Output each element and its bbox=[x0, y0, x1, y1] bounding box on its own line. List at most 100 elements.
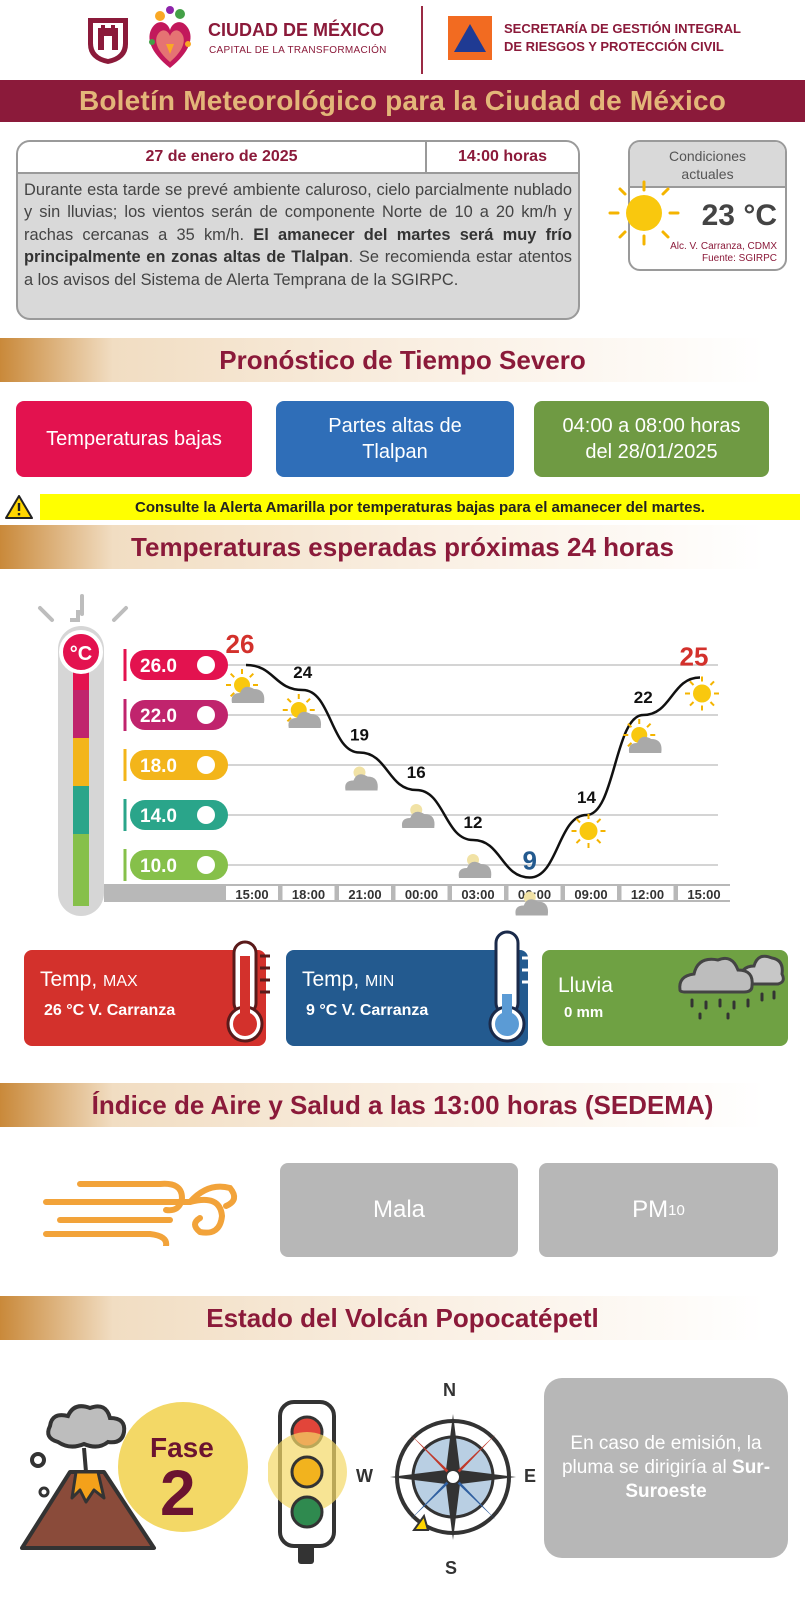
temps24-title: Temperaturas esperadas próximas 24 horas bbox=[131, 531, 674, 562]
x-tick-label: 03:00 bbox=[461, 887, 494, 902]
air-quality-header: Índice de Aire y Salud a las 13:00 horas… bbox=[0, 1083, 805, 1127]
sgirpc-logo-icon bbox=[448, 16, 492, 60]
temperature-chart: °C 26.0 22.0 18.0 14.0 10.0 15:00 18:00 21:00 00:… bbox=[38, 594, 730, 916]
compass-w-label: W bbox=[356, 1466, 373, 1486]
temps24-header: Temperaturas esperadas próximas 24 horas bbox=[0, 525, 805, 569]
point-label: 14 bbox=[577, 788, 596, 807]
thermo-ray bbox=[70, 610, 80, 622]
x-tick-box bbox=[226, 886, 278, 900]
plume-direction-box: En caso de emisión, la pluma se dirigirí… bbox=[544, 1378, 788, 1558]
current-conditions-title: Condiciones actuales bbox=[630, 142, 785, 188]
thermometer-segment bbox=[73, 690, 89, 738]
cdmx-heart-logo-icon bbox=[149, 6, 191, 69]
current-source: Fuente: SGIRPC bbox=[701, 253, 777, 264]
max-temp-label-text: Temp, bbox=[40, 968, 98, 991]
temperature-line bbox=[245, 663, 701, 879]
tick-pill-dot bbox=[197, 656, 215, 674]
cloud-icon bbox=[345, 774, 378, 791]
sun-icon bbox=[571, 814, 606, 848]
pollutant-name: PM bbox=[632, 1196, 669, 1223]
current-conditions-title-line1: Condiciones bbox=[668, 148, 747, 164]
bulletin-text-bold: El amanecer del martes será muy frío pri… bbox=[24, 225, 572, 267]
cloud-icon bbox=[458, 861, 492, 878]
plume-text: En caso de emisión, la pluma se dirigirí… bbox=[558, 1432, 774, 1504]
plume-direction: Sur-Suroeste bbox=[625, 1457, 771, 1502]
pill-phenomenon-label: Temperaturas bajas bbox=[46, 428, 222, 450]
bulletin-box: 27 de enero de 2025 14:00 horas Durante … bbox=[16, 140, 580, 320]
x-tick-label: 12:00 bbox=[631, 887, 664, 902]
max-temp-value: 26 °C V. Carranza bbox=[44, 1002, 176, 1019]
phase-number: 2 bbox=[160, 1457, 196, 1529]
pill-zone-line1: Partes altas de bbox=[328, 415, 462, 437]
sun-icon bbox=[685, 676, 719, 711]
header-divider bbox=[421, 6, 423, 74]
plume-text-main: En caso de emisión, la pluma se dirigirí… bbox=[561, 1433, 762, 1478]
x-tick-label: 09:00 bbox=[574, 887, 607, 902]
pill-timeframe-line2: del 28/01/2025 bbox=[585, 441, 718, 463]
rain-value: 0 mm bbox=[564, 1004, 604, 1021]
wind-icon bbox=[43, 1180, 238, 1246]
min-temp-label-text: Temp, bbox=[302, 968, 360, 991]
sun-icon bbox=[608, 180, 680, 246]
x-tick-box bbox=[282, 886, 335, 900]
point-label: 12 bbox=[464, 813, 483, 832]
bulletin-text-part1: Durante esta tarde se prevé ambiente cal… bbox=[24, 181, 572, 244]
point-label: 25 bbox=[680, 642, 709, 672]
min-temp-box: Temp, MIN 9 °C V. Carranza bbox=[286, 930, 532, 1046]
rain-cloud-icon bbox=[678, 954, 785, 1020]
current-temperature: 23 °C bbox=[701, 199, 777, 232]
compass-n-label: N bbox=[443, 1380, 456, 1400]
max-temp-suffix: MAX bbox=[103, 973, 138, 990]
x-tick-box bbox=[621, 886, 674, 900]
bulletin-text: Durante esta tarde se prevé ambiente cal… bbox=[18, 174, 578, 291]
x-tick-label: 15:00 bbox=[235, 887, 268, 902]
cloud-icon bbox=[231, 686, 265, 703]
volcano-icon bbox=[20, 1404, 156, 1550]
min-temp-label: Temp, MIN bbox=[302, 968, 394, 992]
compass-icon bbox=[390, 1414, 516, 1540]
tick-label: 26.0 bbox=[140, 656, 177, 677]
cloud-icon bbox=[401, 811, 435, 828]
city-title: CIUDAD DE MÉXICO bbox=[208, 20, 385, 40]
main-banner-title: Boletín Meteorológico para la Ciudad de … bbox=[78, 85, 727, 116]
current-location: Alc. V. Carranza, CDMX Fuente: SGIRPC bbox=[670, 241, 777, 265]
current-location-name: Alc. V. Carranza, CDMX bbox=[670, 241, 777, 252]
secretaria-line2: DE RIESGOS Y PROTECCIÓN CIVIL bbox=[504, 39, 724, 54]
thermometer-segment bbox=[73, 738, 89, 786]
pollutant-box: PM 10 bbox=[539, 1163, 778, 1257]
severe-weather-title: Pronóstico de Tiempo Severo bbox=[219, 344, 586, 375]
point-label: 19 bbox=[350, 726, 369, 745]
current-conditions-title-line2: actuales bbox=[681, 166, 734, 182]
max-temp-box: Temp, MAX 26 °C V. Carranza bbox=[24, 940, 270, 1046]
compass-e-label: E bbox=[524, 1466, 537, 1486]
warning-icon bbox=[5, 495, 33, 519]
bulletin-date: 27 de enero de 2025 bbox=[18, 142, 427, 172]
rain-label: Lluvia bbox=[558, 974, 613, 997]
phase-circle bbox=[118, 1402, 248, 1532]
point-label: 26 bbox=[226, 629, 255, 659]
tick-pill-dot bbox=[197, 756, 215, 774]
traffic-light-icon bbox=[268, 1400, 347, 1564]
header: CIUDAD DE MÉXICO CAPITAL DE LA TRANSFORM… bbox=[0, 0, 805, 80]
celsius-icon: °C bbox=[70, 643, 92, 665]
tick-pill-dot bbox=[197, 706, 215, 724]
alert-bar: Consulte la Alerta Amarilla por temperat… bbox=[40, 494, 800, 520]
volcano-title: Estado del Volcán Popocatépetl bbox=[206, 1302, 599, 1333]
volcano-header: Estado del Volcán Popocatépetl bbox=[0, 1296, 805, 1340]
min-temp-suffix: MIN bbox=[365, 973, 395, 990]
tick-label: 14.0 bbox=[140, 806, 177, 827]
point-label: 22 bbox=[634, 688, 653, 707]
severe-weather-header: Pronóstico de Tiempo Severo bbox=[0, 338, 805, 382]
bulletin-header: 27 de enero de 2025 14:00 horas bbox=[18, 142, 578, 174]
cloud-icon bbox=[288, 711, 322, 728]
pill-zone-line2: Tlalpan bbox=[362, 441, 428, 463]
thermometer-bulb bbox=[59, 630, 103, 674]
thermo-ray bbox=[38, 606, 54, 622]
air-quality-value: Mala bbox=[372, 1196, 426, 1223]
thermometer-segment bbox=[73, 834, 89, 906]
pill-phenomenon: Temperaturas bajas bbox=[16, 401, 252, 477]
main-banner: Boletín Meteorológico para la Ciudad de … bbox=[0, 80, 805, 122]
x-tick-label: 00:00 bbox=[405, 887, 438, 902]
thermo-ray bbox=[112, 606, 128, 622]
point-label: 16 bbox=[407, 763, 426, 782]
